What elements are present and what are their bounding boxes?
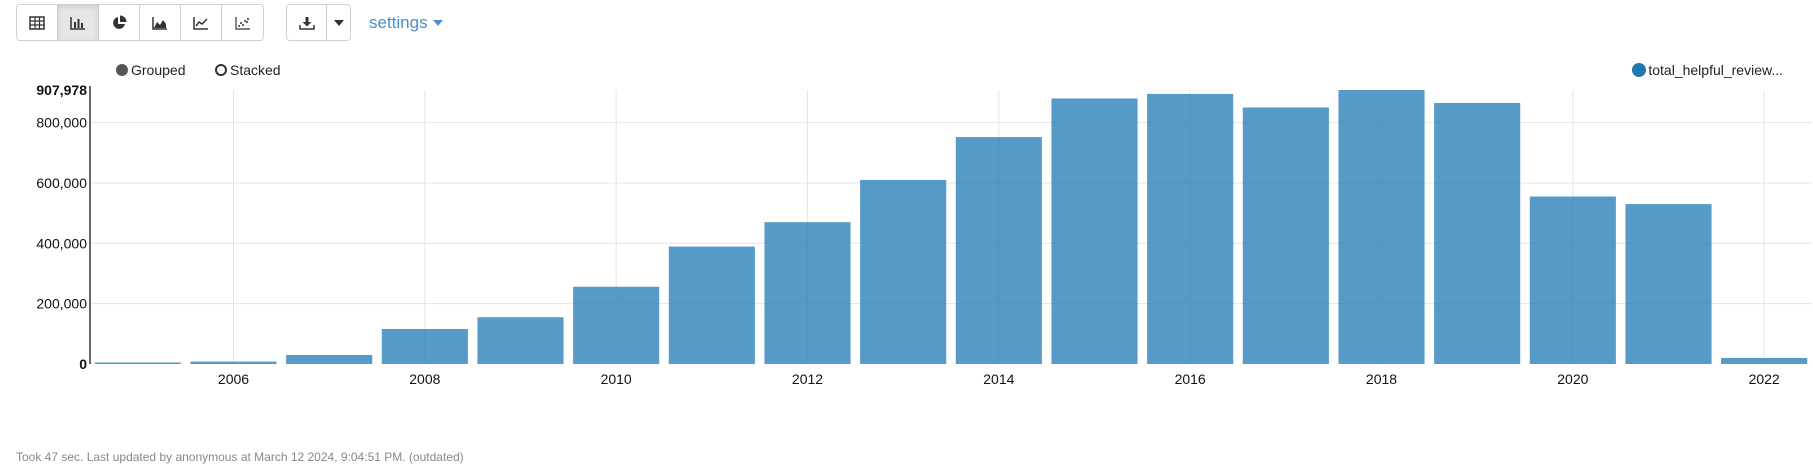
bar-chart-button[interactable]: [58, 5, 99, 40]
bar: [668, 246, 755, 364]
chart-bars: [94, 90, 1808, 365]
scatter-chart-button[interactable]: [222, 5, 263, 40]
bar: [764, 222, 851, 364]
line-chart-button[interactable]: [181, 5, 222, 40]
settings-label: settings: [369, 12, 428, 32]
y-tick-label: 0: [79, 356, 87, 372]
chart-type-buttons: [16, 4, 264, 41]
y-tick-label: 400,000: [36, 235, 87, 251]
radio-selected-icon: [116, 64, 128, 76]
table-view-button[interactable]: [17, 5, 58, 40]
bar: [1625, 204, 1712, 364]
download-icon: [298, 16, 315, 30]
bar: [573, 286, 660, 364]
grouped-radio[interactable]: Grouped: [116, 62, 185, 78]
caret-down-icon: [333, 19, 344, 26]
x-tick-label: 2008: [409, 371, 440, 387]
bar: [1242, 107, 1329, 365]
toolbar: settings: [16, 4, 443, 41]
chart-axes: 0 200,000 400,000 600,000 800,000 907,978 2006…: [36, 82, 1780, 387]
stacked-label: Stacked: [230, 62, 281, 78]
caret-down-icon: [432, 19, 443, 26]
bar-chart-icon: [70, 16, 85, 30]
stacked-radio[interactable]: Stacked: [215, 62, 281, 78]
bar: [1147, 93, 1234, 364]
bar-chart: 0 200,000 400,000 600,000 800,000 907,978 2006…: [36, 82, 1812, 387]
y-tick-label: 600,000: [36, 175, 87, 191]
x-tick-label: 2020: [1557, 371, 1588, 387]
bar: [1434, 102, 1521, 364]
bar: [1051, 98, 1138, 364]
legend-series-label: total_helpful_review...: [1648, 62, 1783, 78]
x-tick-label: 2010: [601, 371, 632, 387]
x-tick-label: 2006: [218, 371, 249, 387]
scatter-chart-icon: [234, 16, 250, 30]
y-tick-label: 200,000: [36, 296, 87, 312]
bar: [1529, 196, 1616, 364]
bar: [94, 362, 181, 364]
area-chart-button[interactable]: [140, 5, 181, 40]
line-chart-icon: [193, 16, 208, 30]
settings-dropdown[interactable]: settings: [369, 13, 443, 33]
pie-chart-button[interactable]: [99, 5, 140, 40]
status-footer: Took 47 sec. Last updated by anonymous a…: [16, 450, 464, 464]
bar: [190, 361, 277, 364]
bar: [286, 354, 373, 364]
pie-chart-icon: [113, 15, 127, 29]
x-tick-label: 2014: [983, 371, 1014, 387]
download-button-group: [286, 4, 351, 41]
legend-swatch: [1632, 63, 1647, 77]
x-tick-label: 2022: [1749, 371, 1780, 387]
chart-legend[interactable]: total_helpful_review...: [1632, 62, 1783, 78]
y-max-label: 907,978: [36, 82, 87, 98]
y-tick-label: 800,000: [36, 115, 87, 131]
bar: [1721, 357, 1808, 364]
x-tick-label: 2012: [792, 371, 823, 387]
bar: [477, 317, 564, 364]
bar: [381, 328, 468, 364]
download-options-button[interactable]: [327, 5, 350, 40]
area-chart-icon: [152, 16, 167, 30]
download-button[interactable]: [287, 5, 327, 40]
bar: [1338, 90, 1425, 364]
bar: [955, 137, 1042, 364]
x-tick-label: 2016: [1175, 371, 1206, 387]
bar: [860, 179, 947, 364]
x-tick-label: 2018: [1366, 371, 1397, 387]
radio-unselected-icon: [215, 64, 227, 76]
table-icon: [29, 15, 45, 30]
grouped-label: Grouped: [131, 62, 186, 78]
